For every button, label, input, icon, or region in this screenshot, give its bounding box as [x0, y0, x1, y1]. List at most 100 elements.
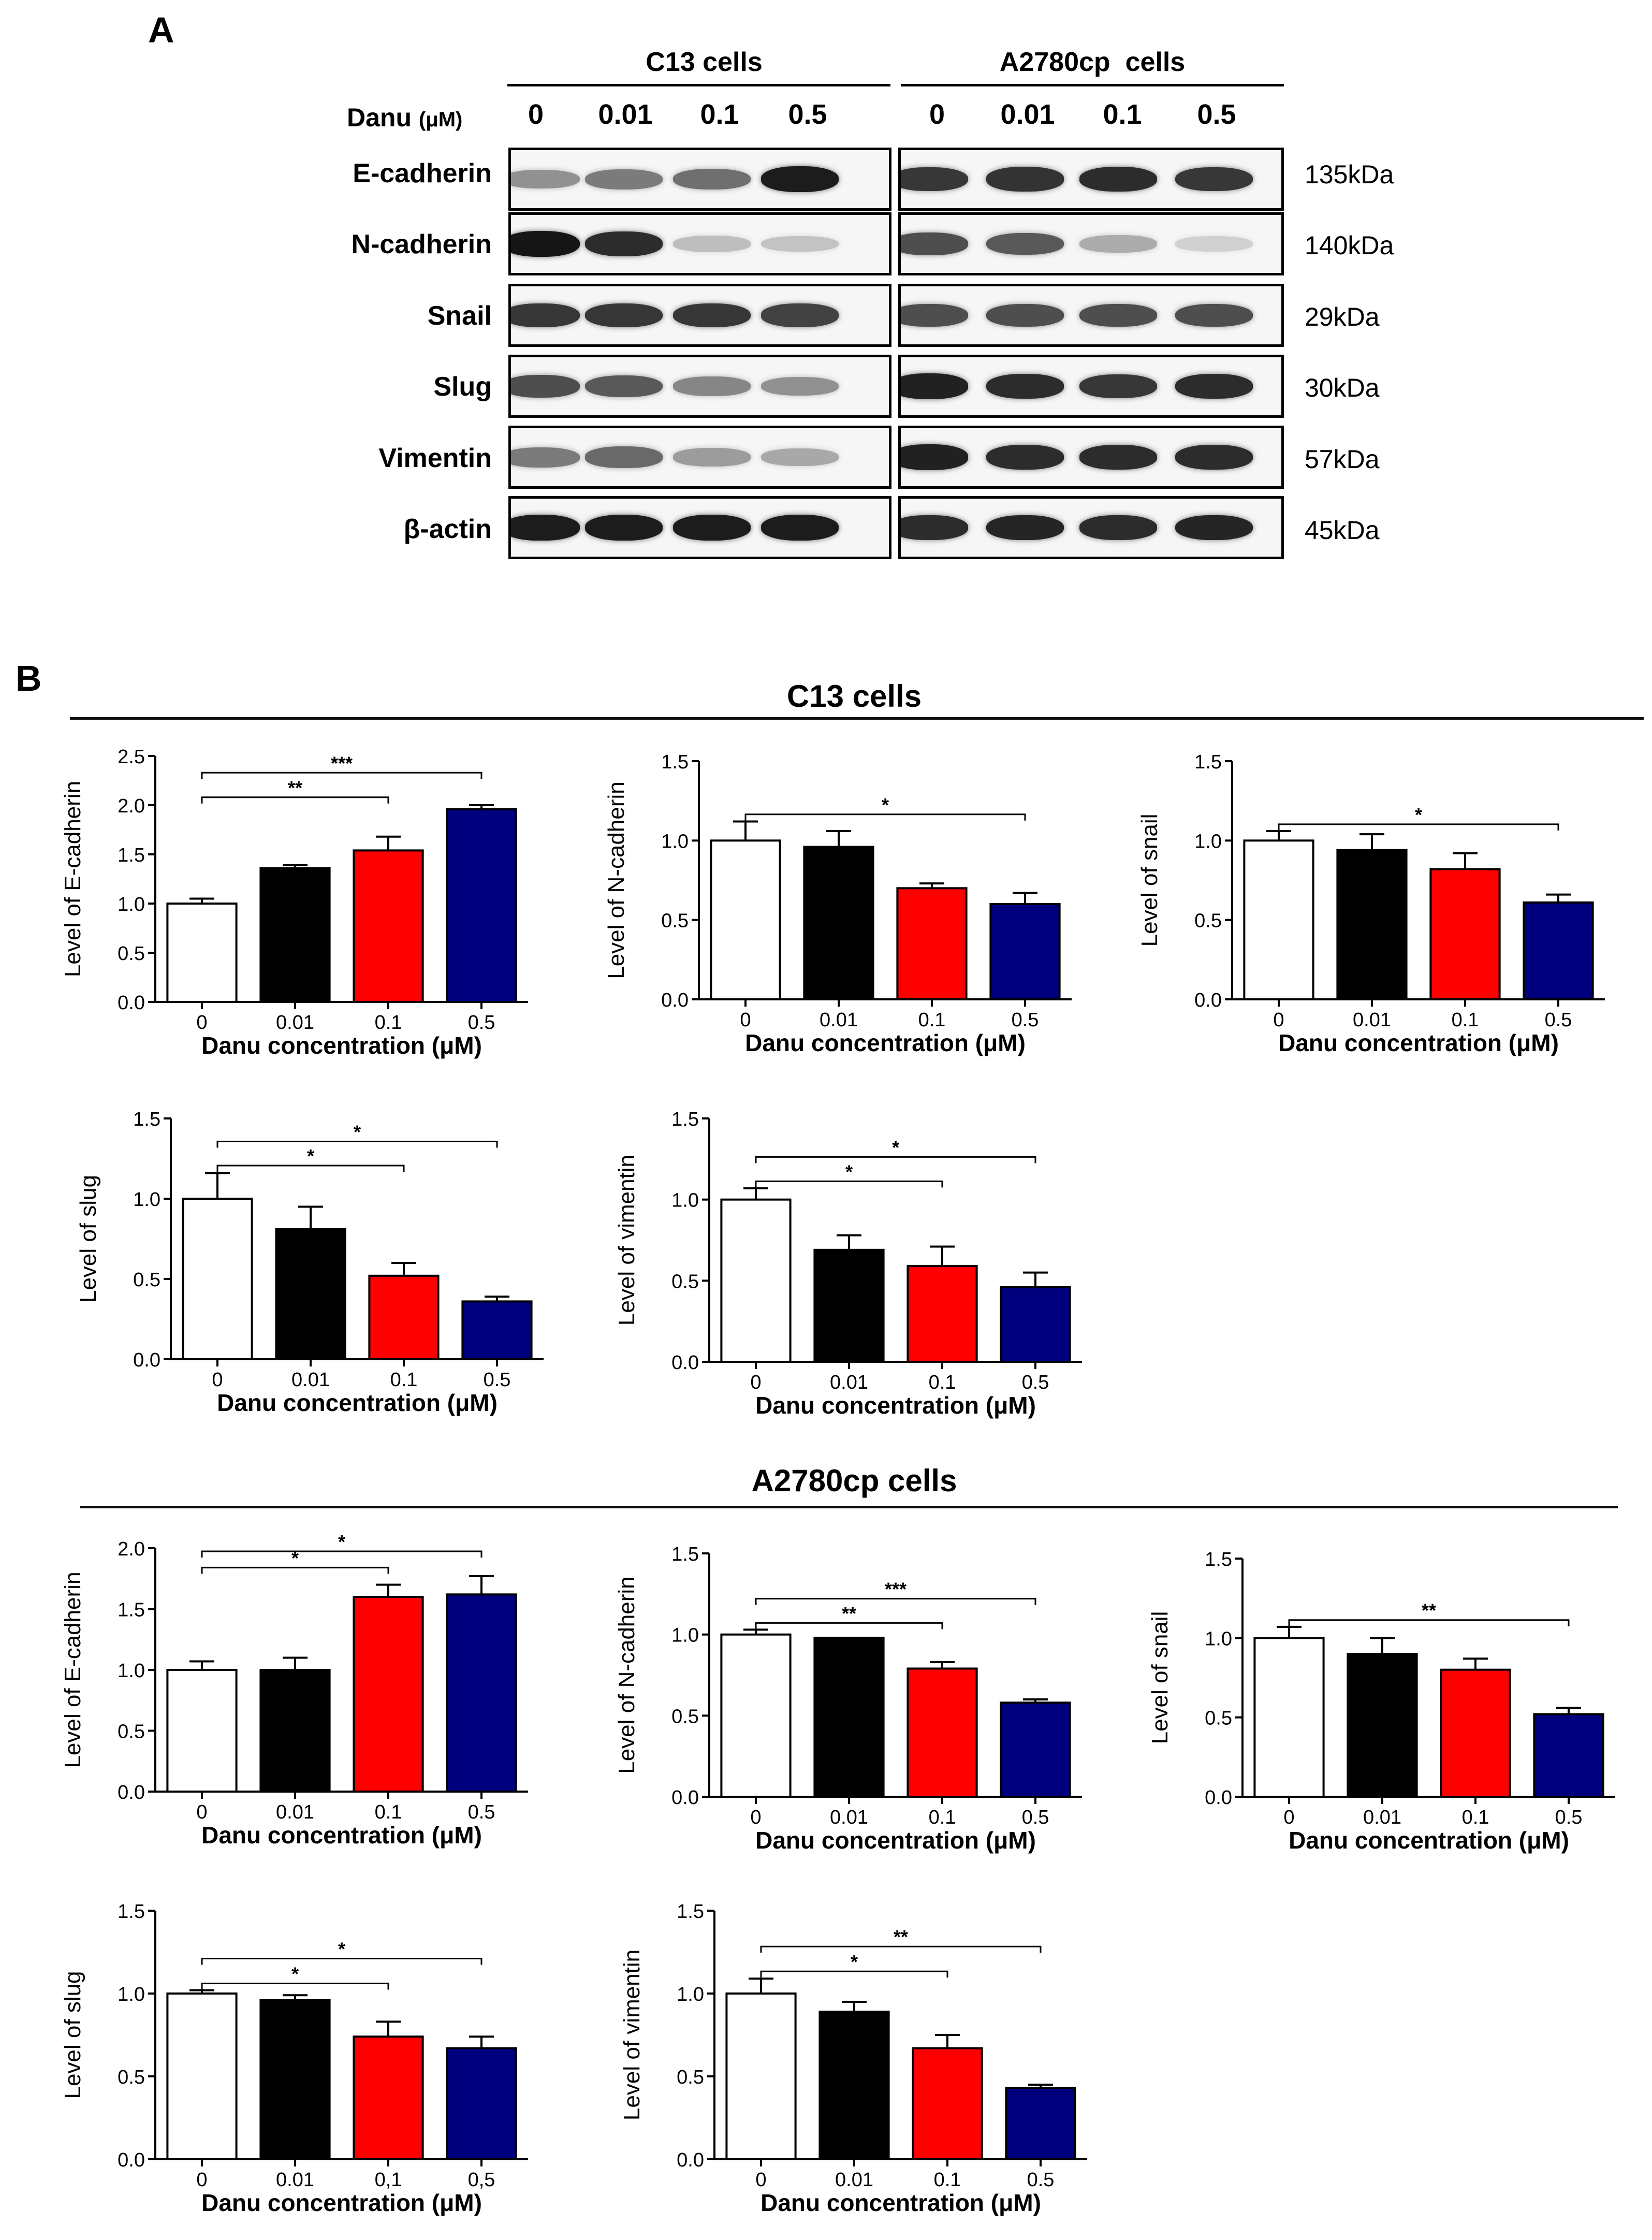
section-title-a2780cp: A2780cp cells [751, 1463, 957, 1498]
significance-label: *** [885, 1578, 907, 1599]
band [761, 448, 839, 466]
band [1175, 373, 1253, 399]
band [761, 515, 839, 541]
band [901, 515, 968, 541]
y-tick-label: 1.0 [118, 894, 145, 915]
x-tick-label: 0.01 [1363, 1807, 1401, 1828]
chart-a27-ncad: 0.00.51.01.50 0.01 0.1 0.5*****Danu concent… [614, 1544, 1082, 1854]
significance-bracket [755, 1597, 1036, 1605]
blot-c13-beta-actin [508, 496, 891, 559]
x-tick-label: 0.1 [1452, 1009, 1479, 1031]
x-tick-label: 0 [196, 1012, 207, 1034]
band [901, 444, 968, 470]
y-tick-label: 1.5 [118, 1599, 145, 1621]
chart-c13-ncad: 0.0 0.5 1.0 1.5 0 0.01 0.1 0.5 * Danu concentrati… [604, 751, 1072, 1056]
chart-c13-vim: 0.0 0.5 1.0 1.5 0 0.01 0.1 0.5 * * Danu concentrat… [614, 1109, 1082, 1419]
section-title-c13: C13 cells [786, 679, 922, 714]
band [1175, 236, 1253, 252]
blot-c13-e-cadherin [508, 148, 891, 211]
x-tick-label: 0,5 [468, 2169, 495, 2191]
x-tick-label: 0 [196, 2169, 207, 2191]
significance-bracket [201, 1983, 389, 1990]
y-tick-label: 1.5 [1205, 1549, 1232, 1570]
band [901, 232, 968, 256]
significance-bracket [755, 1156, 1036, 1163]
chart-a27-slug: 0.0 0.5 1.0 1.5 0 0.01 0,1 0,5 * * Danu concentrat… [60, 1901, 528, 2216]
significance-label: * [291, 1547, 299, 1568]
bar [907, 1667, 978, 1798]
kda-label-snail: 29kDa [1305, 302, 1380, 331]
bar [446, 808, 517, 1003]
x-tick-label: 0.5 [468, 1801, 495, 1823]
x-tick-label: 0.1 [390, 1369, 418, 1391]
protein-label-snail: Snail [427, 301, 492, 331]
y-tick-label: 0.5 [661, 910, 689, 932]
band [673, 515, 751, 541]
bar [1336, 849, 1408, 1000]
conc-label-c13-1: 0.01 [598, 99, 653, 130]
kda-label-vimentin: 57kDa [1305, 445, 1380, 474]
x-tick-label: 0 [1273, 1009, 1284, 1031]
band [761, 376, 839, 396]
danu-unit: (μM) [418, 108, 463, 131]
panel-b-label: B [16, 658, 42, 699]
bar [813, 1636, 885, 1798]
y-tick-label: 1.5 [661, 751, 689, 773]
significance-bracket [755, 1622, 943, 1630]
x-tick-label: 0.1 [375, 1801, 402, 1823]
y-tick-label: 1.0 [1194, 831, 1222, 852]
bar [353, 1596, 424, 1793]
x-tick-label: 0.01 [820, 1009, 858, 1031]
band [585, 375, 663, 398]
kda-label-e-cadherin: 135kDa [1305, 160, 1394, 189]
significance-label: * [892, 1137, 899, 1158]
x-tick-label: 0.01 [276, 2169, 314, 2191]
significance-bracket [201, 796, 389, 804]
band [986, 515, 1064, 541]
x-tick-label: 0.5 [1545, 1009, 1572, 1031]
kda-label-slug: 30kDa [1305, 373, 1380, 402]
band [1175, 515, 1253, 541]
section-rule-c13 [70, 717, 1644, 720]
bar [907, 1265, 978, 1363]
band [585, 303, 663, 328]
protein-label-slug: Slug [433, 372, 492, 402]
band [585, 446, 663, 468]
chart-a27-snail: 0.0 0.5 1.0 1.5 0 0.01 0.1 0.5 ** Danu concentrat… [1147, 1549, 1615, 1854]
bar [166, 1992, 238, 2160]
bar [275, 1228, 346, 1360]
y-tick-label: 2.5 [118, 746, 145, 768]
x-axis-title: Danu concentration (μM) [201, 1032, 482, 1059]
y-tick-label: 0.0 [118, 1782, 145, 1803]
x-tick-label: 0.1 [929, 1807, 956, 1828]
bar [1533, 1713, 1604, 1798]
bar [461, 1300, 533, 1360]
bar [725, 1992, 797, 2160]
blot-a2780cp-slug [898, 355, 1284, 418]
band [1079, 235, 1157, 253]
bar [720, 1633, 792, 1798]
bar [259, 1669, 331, 1793]
x-tick-label: 0.5 [1555, 1807, 1583, 1828]
band [673, 303, 751, 328]
conc-label-a27-2: 0.1 [1103, 99, 1142, 130]
x-axis-title: Danu concentration (μM) [201, 2189, 482, 2216]
y-tick-label: 1.0 [118, 1660, 145, 1682]
y-tick-label: 1.5 [1194, 751, 1222, 773]
bar [1005, 2087, 1076, 2160]
bar [182, 1198, 253, 1360]
y-tick-label: 0.0 [1194, 990, 1222, 1011]
conc-label-a27-3: 0.5 [1197, 99, 1236, 130]
significance-label: ** [842, 1603, 856, 1624]
y-axis-title: Level of snail [1137, 814, 1162, 947]
bar [813, 1248, 885, 1363]
y-tick-label: 0.0 [118, 2149, 145, 2171]
bar [166, 903, 238, 1003]
x-tick-label: 0,1 [375, 2169, 402, 2191]
band [1079, 166, 1157, 192]
band [901, 167, 968, 192]
blot-a2780cp-snail [898, 284, 1284, 347]
a2780cp-cells-header: A2780cp cells [999, 47, 1186, 77]
conc-label-c13-3: 0.5 [788, 99, 827, 130]
protein-label-beta-actin: β-actin [403, 514, 492, 544]
